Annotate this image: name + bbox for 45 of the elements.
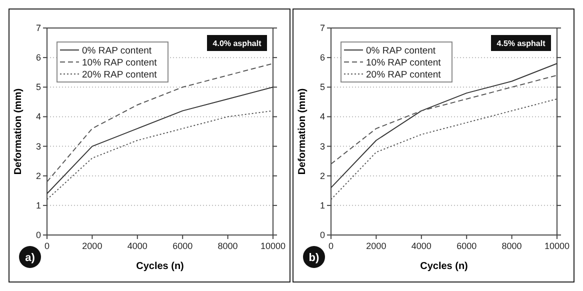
annotation: 4.5% asphalt <box>496 39 546 48</box>
line-series <box>46 86 274 194</box>
x-tick-label: 8000 <box>502 241 522 251</box>
x-tick-label: 6000 <box>172 241 193 251</box>
y-tick-label: 4 <box>36 112 41 122</box>
x-tick-label: 8000 <box>218 241 238 251</box>
x-axis-title: Cycles (n) <box>136 261 184 272</box>
y-tick-label: 1 <box>36 200 41 210</box>
y-axis-title: Deformation (mm) <box>13 88 24 175</box>
x-tick-label: 6000 <box>456 241 477 251</box>
y-tick-label: 5 <box>320 82 325 92</box>
legend-label: 0% RAP content <box>366 46 436 56</box>
line-series <box>330 98 558 200</box>
legend-label: 20% RAP content <box>366 70 442 80</box>
y-tick-label: 5 <box>36 82 41 92</box>
x-tick-label: 2000 <box>82 241 102 251</box>
x-tick-label: 4000 <box>411 241 432 251</box>
legend-label: 10% RAP content <box>366 58 442 68</box>
y-tick-label: 0 <box>320 230 325 240</box>
x-tick-label: 10000 <box>544 241 570 251</box>
y-tick-label: 4 <box>320 112 325 122</box>
y-tick-label: 6 <box>320 52 325 63</box>
legend-label: 0% RAP content <box>82 46 152 56</box>
y-tick-label: 7 <box>36 23 41 33</box>
legend-label: 20% RAP content <box>82 70 158 80</box>
x-tick-label: 2000 <box>366 241 386 251</box>
line-series <box>46 110 274 200</box>
y-tick-label: 3 <box>36 141 41 152</box>
text: a) <box>25 252 36 264</box>
y-tick-label: 1 <box>320 200 325 210</box>
x-tick-label: 4000 <box>127 241 148 251</box>
y-tick-label: 7 <box>320 23 325 33</box>
text: b) <box>308 252 320 264</box>
legend-label: 10% RAP content <box>82 58 158 68</box>
y-tick-label: 0 <box>36 230 41 240</box>
x-tick-label: 0 <box>44 241 50 251</box>
y-axis-title: Deformation (mm) <box>297 88 308 175</box>
y-tick-label: 6 <box>36 52 41 63</box>
y-tick-label: 3 <box>320 141 325 152</box>
x-axis-title: Cycles (n) <box>420 261 468 272</box>
x-tick-label: 0 <box>328 241 334 251</box>
x-tick-label: 10000 <box>260 241 286 251</box>
y-tick-label: 2 <box>36 170 41 181</box>
y-tick-label: 2 <box>320 170 325 181</box>
annotation: 4.0% asphalt <box>212 39 262 48</box>
